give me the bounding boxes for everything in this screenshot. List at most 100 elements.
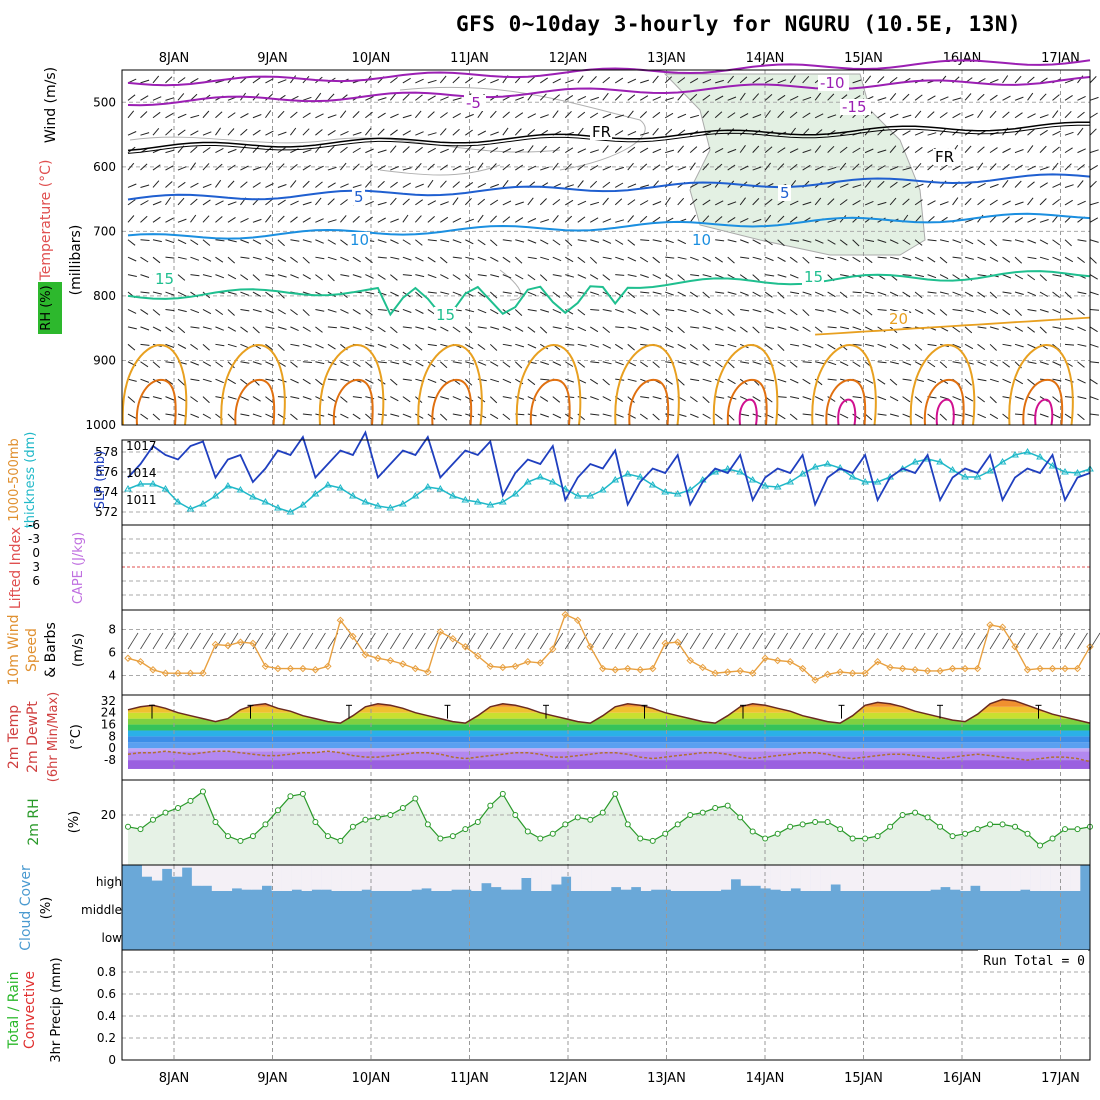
wind-barb	[302, 201, 312, 206]
wind-barb	[402, 130, 411, 136]
wind-barb	[490, 361, 499, 367]
wind-barb	[752, 239, 761, 245]
wind-barb	[702, 94, 711, 101]
wind10m-barb	[827, 632, 838, 650]
wind-barb	[590, 291, 599, 296]
thickness-marker	[636, 473, 645, 480]
wind-barb	[552, 78, 562, 84]
wind-barb	[1077, 326, 1086, 332]
high-cloud-clear	[351, 865, 362, 891]
wind-barb	[215, 326, 224, 331]
wind-barb	[852, 163, 860, 171]
wind-barb	[702, 199, 711, 206]
wind-barb	[602, 197, 609, 206]
wind-barb	[727, 216, 736, 223]
wind-barb	[689, 198, 698, 206]
wind-barb	[827, 182, 836, 188]
wind-barb	[1027, 326, 1036, 333]
rh-marker	[849, 835, 856, 842]
wind-barb	[140, 343, 150, 346]
wind-barb	[502, 148, 512, 154]
wind-barb	[952, 396, 962, 401]
wind10m-marker	[586, 643, 594, 651]
wind10m-barb	[165, 632, 176, 650]
wind-barb	[577, 361, 586, 368]
wind-barb	[265, 110, 272, 119]
wind-barb	[790, 291, 800, 295]
wind-barb	[914, 162, 922, 171]
wind-barb	[515, 343, 525, 348]
wind-barb	[177, 113, 187, 119]
wind-barb	[477, 308, 487, 314]
wind-barb	[615, 219, 625, 223]
wind-barb	[552, 396, 561, 403]
wind-barb	[1077, 75, 1084, 84]
wind-barb	[527, 308, 537, 312]
wind10m-barb	[1089, 632, 1100, 650]
wind-barb	[315, 197, 322, 206]
wind-barb	[452, 413, 462, 417]
wind-barb	[864, 75, 872, 84]
wind-barb	[877, 361, 887, 364]
thickness-marker	[748, 476, 757, 483]
rh-marker	[474, 819, 481, 826]
high-cloud-clear	[561, 865, 572, 877]
wind-barb	[502, 200, 512, 206]
wind-barb	[440, 326, 449, 332]
wind-barb	[464, 274, 473, 281]
wind-barb	[702, 291, 710, 299]
wind-barb	[265, 239, 274, 246]
rh-marker	[899, 812, 906, 818]
slp-line	[127, 430, 1091, 508]
date-label-top: 9JAN	[257, 51, 288, 66]
wind-barb	[227, 413, 235, 421]
wind-barb	[815, 308, 825, 312]
high-cloud-clear	[181, 865, 193, 868]
bl-isotherm-loop-inner	[234, 378, 276, 426]
wind-barb	[427, 274, 437, 279]
wind-barb	[889, 166, 899, 171]
wind-barb	[302, 309, 310, 317]
wind10m-marker	[136, 657, 145, 666]
wind-barb	[889, 77, 898, 84]
wind-barb	[215, 274, 225, 279]
wind-barb	[502, 343, 512, 347]
temp-tick: 24	[101, 706, 116, 720]
wind-barb	[315, 326, 323, 333]
wind-barb	[290, 326, 299, 332]
wind-barb	[1014, 149, 1024, 154]
wind-barb	[340, 130, 349, 136]
high-cloud-clear	[521, 865, 532, 878]
wind-barb	[677, 239, 687, 245]
high-cloud-clear	[760, 865, 771, 889]
wind-barb	[527, 197, 534, 206]
wind-barb	[789, 148, 799, 154]
wind-barb	[202, 110, 210, 119]
wind-barb	[477, 130, 487, 136]
wind10m-marker	[636, 666, 644, 674]
run-total-label: Run Total = 0	[983, 954, 1085, 969]
wind-barb	[127, 110, 135, 119]
rh-marker	[749, 828, 756, 835]
temp-tick: -8	[104, 753, 116, 767]
wind-barb	[927, 343, 937, 347]
wind10m-marker	[1023, 666, 1032, 674]
wind10m-marker	[686, 656, 694, 665]
wind-barb	[527, 256, 537, 260]
wind-barb	[402, 396, 411, 403]
wind-barb	[777, 291, 785, 299]
wind-barb	[602, 181, 611, 188]
wind10m-marker	[536, 659, 544, 667]
wind-barb	[177, 343, 187, 349]
wind-barb	[465, 361, 475, 365]
rh-marker	[437, 835, 444, 842]
thickness-marker	[586, 492, 595, 499]
wind-barb	[290, 361, 298, 368]
bl-isotherm-loop	[909, 343, 976, 426]
contour-label: -5	[466, 94, 481, 112]
wind-barb	[964, 93, 972, 101]
wind-barb	[464, 197, 472, 206]
wind-barb	[552, 361, 562, 366]
wind-barb	[477, 274, 487, 277]
wind-barb	[852, 256, 861, 263]
